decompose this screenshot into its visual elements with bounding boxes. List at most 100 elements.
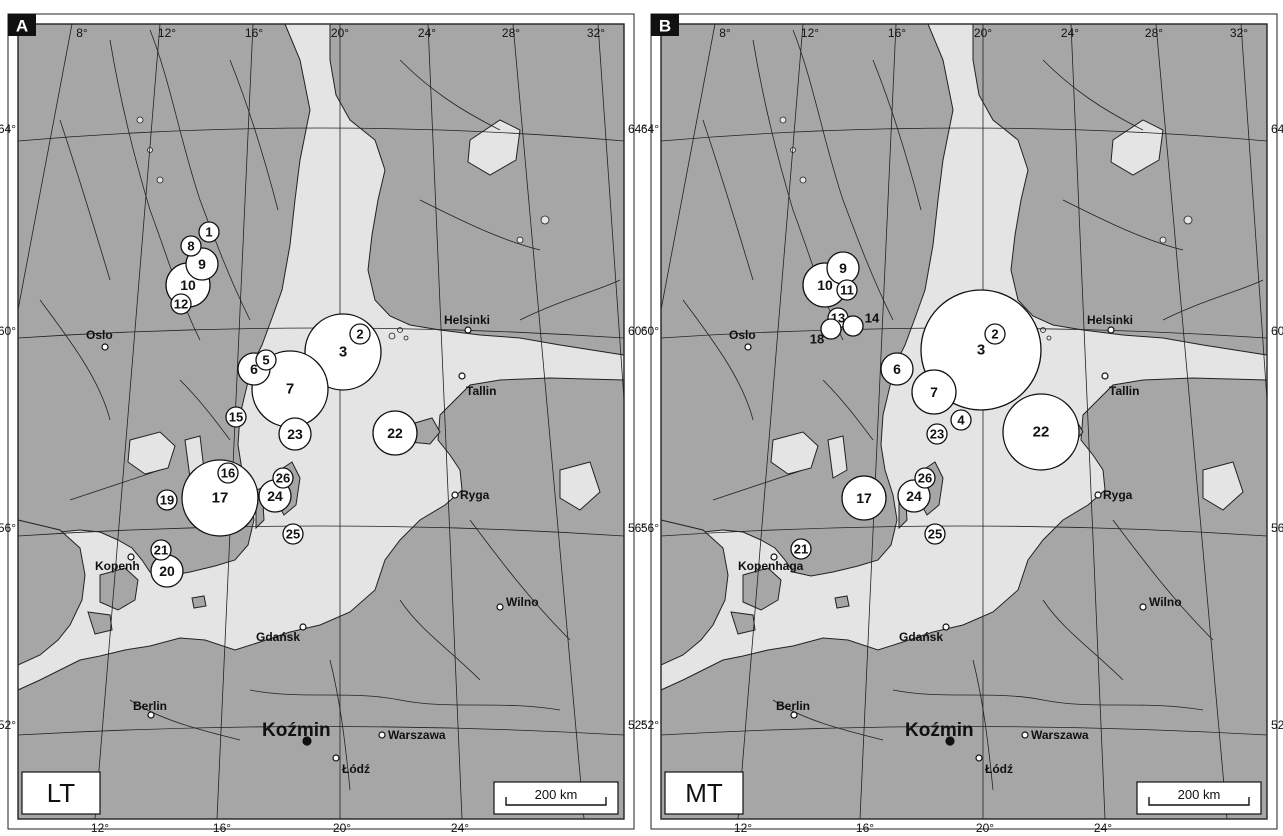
site-label-9: 9 <box>839 260 847 276</box>
city-dot-berlin <box>790 711 798 719</box>
city-label-tallin: Tallin <box>1109 384 1139 398</box>
site-circle-17 <box>181 459 259 537</box>
lake <box>467 119 521 176</box>
site-label-4: 4 <box>957 413 965 428</box>
lat-tick-label: 52° <box>628 718 646 732</box>
city-label-kozmin: Koźmin <box>905 720 974 741</box>
lat-tick-label: 60° <box>1271 324 1283 338</box>
city-dot-lodz <box>975 754 983 762</box>
site-label-8: 8 <box>187 239 194 254</box>
site-label-7: 7 <box>930 384 938 400</box>
site-label-21: 21 <box>154 543 168 558</box>
danish-island <box>742 567 782 611</box>
site-circle-5 <box>255 349 277 371</box>
site-label-24: 24 <box>906 488 922 504</box>
lon-tick-label: 12° <box>91 821 109 835</box>
site-circle-1 <box>198 221 220 243</box>
lon-tick-label: 12° <box>734 821 752 835</box>
site-label-24: 24 <box>267 488 283 504</box>
lon-tick-label: 12° <box>801 26 819 40</box>
scale-label: 200 km <box>535 787 578 802</box>
finland-land <box>972 23 1268 356</box>
site-circle-22 <box>372 410 418 456</box>
city-label-kopenhaga: Kopenhaga <box>738 559 804 573</box>
site-circle-26 <box>914 467 936 489</box>
city-label-berlin: Berlin <box>776 699 810 713</box>
city-dot-kopenhaga <box>770 553 778 561</box>
city-label-gdansk: Gdańsk <box>256 630 300 644</box>
site-label-14: 14 <box>865 311 880 326</box>
lon-tick-label: 24° <box>418 26 436 40</box>
scale-bar <box>1148 797 1250 806</box>
city-dot-kopenhaga <box>127 553 135 561</box>
lake <box>827 435 848 479</box>
site-label-7: 7 <box>286 381 294 398</box>
site-label-26: 26 <box>918 471 932 486</box>
site-label-17: 17 <box>856 490 872 506</box>
site-label-17: 17 <box>212 490 229 507</box>
lon-tick-label: 28° <box>1145 26 1163 40</box>
lon-tick-label: 20° <box>974 26 992 40</box>
lat-tick-label: 64° <box>1271 122 1283 136</box>
site-label-26: 26 <box>276 471 290 486</box>
lon-tick-label: 24° <box>1061 26 1079 40</box>
city-dot-tallin <box>458 372 466 380</box>
lat-tick-label: 60° <box>641 324 659 338</box>
map-frame <box>660 23 1268 820</box>
site-circle-23 <box>278 417 312 451</box>
site-label-6: 6 <box>893 361 901 377</box>
site-label-23: 23 <box>930 427 944 442</box>
site-label-22: 22 <box>1033 424 1050 441</box>
site-circle-26 <box>272 467 294 489</box>
bornholm-island <box>191 595 207 609</box>
site-label-10: 10 <box>817 277 833 293</box>
panel-letter: B <box>659 17 671 36</box>
lon-tick-label: 20° <box>331 26 349 40</box>
lon-tick-label: 24° <box>1094 821 1112 835</box>
site-circle-25 <box>924 523 946 545</box>
city-label-tallin: Tallin <box>466 384 496 398</box>
map-frame <box>17 23 625 820</box>
city-label-lodz: Łódź <box>342 762 370 776</box>
period-label: LT <box>47 778 76 808</box>
site-label-3: 3 <box>339 344 347 361</box>
lat-tick-label: 64° <box>0 122 16 136</box>
danish-island <box>87 611 113 635</box>
lon-tick-label: 20° <box>333 821 351 835</box>
site-circle-17 <box>841 475 887 521</box>
rivers <box>682 29 1264 791</box>
panel-b-overlay: 8° 12° 16° 20° 24° 28° 32° 12° 16° 20° 24° 64° 64° 60… <box>641 14 1283 835</box>
city-label-oslo: Oslo <box>729 328 756 342</box>
site-label-25: 25 <box>286 527 300 542</box>
city-label-gdansk: Gdańsk <box>899 630 943 644</box>
lake <box>1202 461 1244 511</box>
lake <box>770 431 819 475</box>
danish-island <box>99 567 139 611</box>
site-label-25: 25 <box>928 527 942 542</box>
site-circle-4 <box>950 409 972 431</box>
site-label-1: 1 <box>205 225 212 240</box>
finland-land <box>329 23 625 356</box>
city-label-helsinki: Helsinki <box>444 313 490 327</box>
lake <box>559 461 601 511</box>
site-circle-25 <box>282 523 304 545</box>
period-box <box>21 771 101 815</box>
lon-tick-label: 16° <box>213 821 231 835</box>
city-dot-warszawa <box>1021 731 1029 739</box>
site-circle-7 <box>911 369 957 415</box>
panel-b <box>650 13 1278 830</box>
lon-tick-label: 8° <box>76 26 88 40</box>
city-dot-kozmin <box>945 736 955 746</box>
lat-tick-label: 56° <box>1271 521 1283 535</box>
scale-bar <box>505 797 607 806</box>
site-label-3: 3 <box>977 342 985 359</box>
site-circle-2 <box>984 323 1006 345</box>
denmark-land <box>660 519 729 666</box>
period-box <box>664 771 744 815</box>
lat-tick-label: 56° <box>0 521 16 535</box>
site-label-6: 6 <box>250 361 258 377</box>
lat-tick-label: 52° <box>0 718 16 732</box>
site-label-22: 22 <box>387 425 403 441</box>
site-circle-6 <box>880 352 914 386</box>
